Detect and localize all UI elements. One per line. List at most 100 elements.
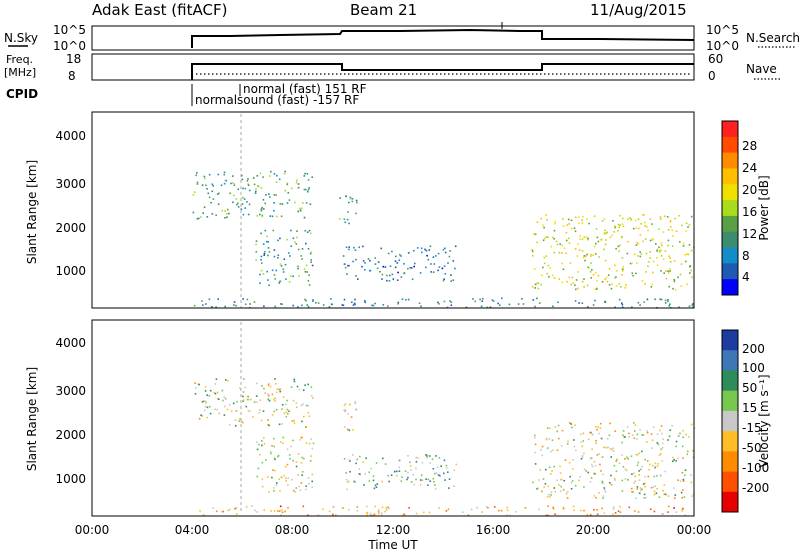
- scatter-cell: [453, 485, 455, 487]
- scatter-cell: [489, 306, 492, 308]
- scatter-cell: [205, 184, 207, 187]
- scatter-cell: [595, 442, 597, 445]
- scatter-cell: [305, 264, 308, 267]
- scatter-cell: [618, 283, 621, 285]
- scatter-cell: [345, 246, 348, 249]
- scatter-cell: [267, 476, 269, 478]
- scatter-cell: [308, 274, 310, 276]
- scatter-cell: [567, 440, 569, 443]
- scatter-cell: [282, 271, 285, 273]
- scatter-cell: [256, 175, 259, 177]
- scatter-cell: [356, 510, 359, 512]
- scatter-cell: [237, 206, 240, 208]
- scatter-cell: [194, 382, 196, 384]
- scatter-cell: [388, 507, 390, 510]
- scatter-cell: [292, 237, 295, 240]
- scatter-cell: [604, 300, 606, 303]
- scatter-cell: [282, 442, 284, 445]
- scatter-cell: [284, 263, 287, 266]
- scatter-cell: [208, 196, 211, 199]
- scatter-cell: [297, 474, 299, 476]
- scatter-cell: [557, 424, 560, 427]
- scatter-cell: [301, 258, 303, 260]
- scatter-cell: [218, 412, 221, 415]
- scatter-cell: [552, 236, 554, 239]
- scatter-cell: [481, 300, 484, 302]
- scatter-cell: [445, 467, 448, 469]
- scatter-cell: [647, 261, 650, 263]
- scatter-cell: [635, 497, 637, 499]
- scatter-cell: [307, 405, 310, 407]
- scatter-cell: [690, 474, 692, 476]
- scatter-cell: [594, 272, 597, 274]
- scatter-cell: [679, 273, 682, 276]
- scatter-cell: [556, 449, 559, 451]
- scatter-cell: [295, 465, 298, 468]
- scatter-cell: [537, 282, 540, 284]
- scatter-cell: [660, 475, 662, 477]
- scatter-cell: [409, 461, 411, 464]
- scatter-cell: [540, 217, 542, 220]
- scatter-cell: [301, 420, 303, 423]
- velocity-colorbar: 200 100 50 15 -15 -50 -100 -200 Velocity…: [721, 329, 771, 513]
- scatter-cell: [287, 506, 289, 509]
- scatter-cell: [668, 285, 671, 288]
- scatter-cell: [273, 255, 276, 258]
- scatter-cell: [532, 233, 535, 235]
- scatter-cell: [654, 462, 657, 465]
- scatter-cell: [566, 224, 569, 226]
- scatter-cell: [434, 487, 437, 490]
- scatter-cell: [202, 400, 205, 402]
- scatter-cell: [273, 445, 275, 448]
- scatter-cell: [263, 443, 266, 445]
- scatter-cell: [214, 408, 216, 411]
- scatter-cell: [596, 279, 598, 282]
- scatter-cell: [674, 497, 676, 499]
- scatter-cell: [308, 284, 311, 286]
- scatter-cell: [407, 455, 409, 457]
- scatter-cell: [654, 485, 657, 488]
- scatter-cell: [688, 436, 690, 438]
- scatter-cell: [439, 474, 441, 477]
- scatter-cell: [246, 201, 248, 203]
- scatter-cell: [428, 511, 431, 514]
- scatter-cell: [600, 238, 603, 241]
- scatter-cell: [242, 395, 244, 398]
- scatter-cell: [279, 505, 282, 508]
- scatter-cell: [310, 438, 313, 440]
- scatter-cell: [570, 219, 573, 222]
- scatter-cell: [449, 250, 451, 252]
- scatter-cell: [608, 268, 611, 270]
- scatter-cell: [467, 514, 470, 516]
- scatter-cell: [573, 439, 575, 441]
- scatter-cell: [268, 193, 270, 195]
- freq-tick-bottom: 8: [68, 69, 76, 83]
- scatter-cell: [251, 505, 253, 507]
- scatter-cell: [649, 508, 652, 510]
- scatter-cell: [346, 488, 348, 491]
- scatter-cell: [591, 465, 594, 468]
- scatter-cell: [486, 306, 489, 309]
- scatter-cell: [305, 404, 308, 407]
- scatter-cell: [380, 512, 383, 514]
- scatter-cell: [380, 247, 383, 250]
- scatter-cell: [310, 251, 313, 254]
- scatter-cell: [221, 510, 223, 513]
- scatter-cell: [398, 466, 401, 469]
- scatter-cell: [619, 224, 621, 226]
- scatter-cell: [681, 496, 683, 499]
- scatter-cell: [692, 306, 694, 308]
- scatter-cell: [394, 260, 397, 262]
- scatter-cell: [668, 305, 671, 307]
- scatter-cell: [449, 300, 451, 302]
- scatter-cell: [211, 213, 214, 215]
- scatter-cell: [646, 430, 648, 432]
- nsky-label: N.Sky: [4, 31, 38, 45]
- scatter-cell: [282, 436, 285, 439]
- scatter-cell: [274, 378, 276, 380]
- scatter-cell: [280, 303, 282, 305]
- scatter-cell: [403, 263, 405, 265]
- scatter-cell: [474, 300, 476, 303]
- scatter-cell: [534, 305, 536, 308]
- scatter-cell: [299, 439, 302, 441]
